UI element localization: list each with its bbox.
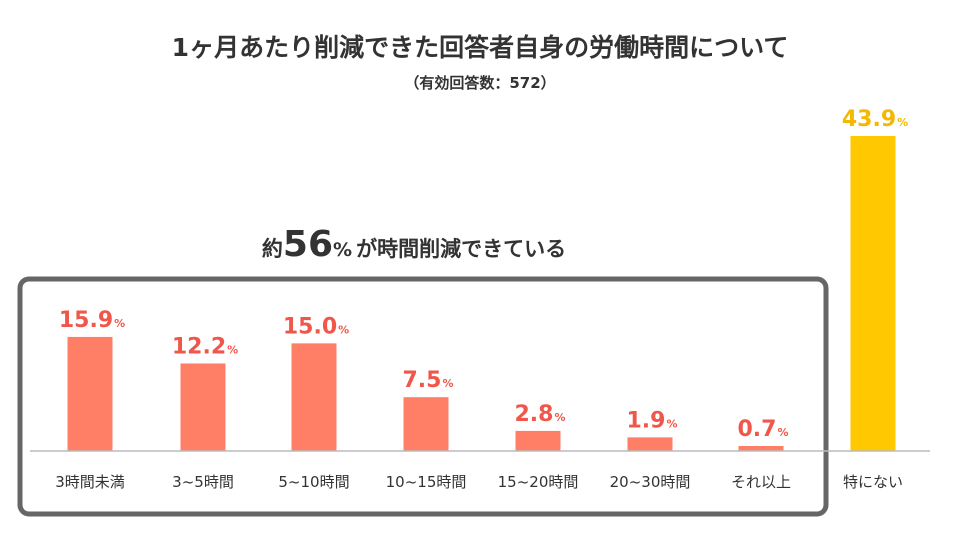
data-label-1: 15.9% [59,308,125,333]
data-label-unit: % [227,343,238,356]
tick-label-8: 特にない [843,473,903,491]
data-label-unit: % [897,116,908,129]
data-label-unit: % [777,426,788,439]
tick-label-2: 3~5時間 [172,473,234,491]
bar-8 [850,136,896,451]
tick-label-1: 3時間未満 [55,473,125,491]
data-label-value: 7.5 [402,368,441,393]
data-label-value: 43.9 [842,107,896,132]
data-label-value: 12.2 [172,334,226,359]
bar-4 [403,397,449,451]
chart-title: 1ヶ月あたり削減できた回答者自身の労働時間について [172,33,789,62]
tick-label-7: それ以上 [731,473,791,491]
bars-layer [67,136,896,451]
reduced-group-box [17,276,829,517]
bar-6 [627,437,673,451]
bar-5 [515,430,561,451]
reduced-callout: 約56% が時間削減できている [262,224,566,265]
callout-value: 56 [283,224,333,265]
data-label-7: 0.7% [737,417,788,442]
data-label-unit: % [114,317,125,330]
tick-label-5: 15~20時間 [498,473,579,491]
callout-prefix: 約 [262,237,283,261]
callout-suffix: が時間削減できている [356,237,566,261]
bar-3 [291,343,337,451]
bar-7 [738,445,784,451]
data-label-unit: % [554,411,565,424]
data-label-value: 0.7 [737,417,776,442]
tick-label-3: 5~10時間 [278,473,349,491]
data-label-unit: % [442,377,453,390]
data-label-unit: % [666,417,677,430]
data-label-value: 1.9 [626,408,665,433]
tick-label-4: 10~15時間 [386,473,467,491]
data-label-5: 2.8% [514,402,565,427]
data-label-4: 7.5% [402,368,453,393]
data-label-3: 15.0% [283,314,349,339]
callout-unit: % [333,239,352,261]
bar-1 [67,336,113,451]
data-label-unit: % [338,323,349,336]
data-label-6: 1.9% [626,408,677,433]
data-label-value: 15.9 [59,308,113,333]
data-labels-layer: 15.9%12.2%15.0%7.5%2.8% 1.9% 0.7%43.9% [59,107,908,442]
data-label-8: 43.9% [842,107,908,132]
tick-label-6: 20~30時間 [610,473,691,491]
tick-labels-layer: 3時間未満 3~5時間 5~10時間 10~15時間 15~20時間 20~30時間 それ以… [55,473,903,491]
data-label-2: 12.2% [172,334,238,359]
data-label-value: 2.8 [514,402,553,427]
chart-subtitle: （有効回答数：572） [404,74,555,92]
bar-2 [180,363,226,451]
data-label-value: 15.0 [283,314,337,339]
